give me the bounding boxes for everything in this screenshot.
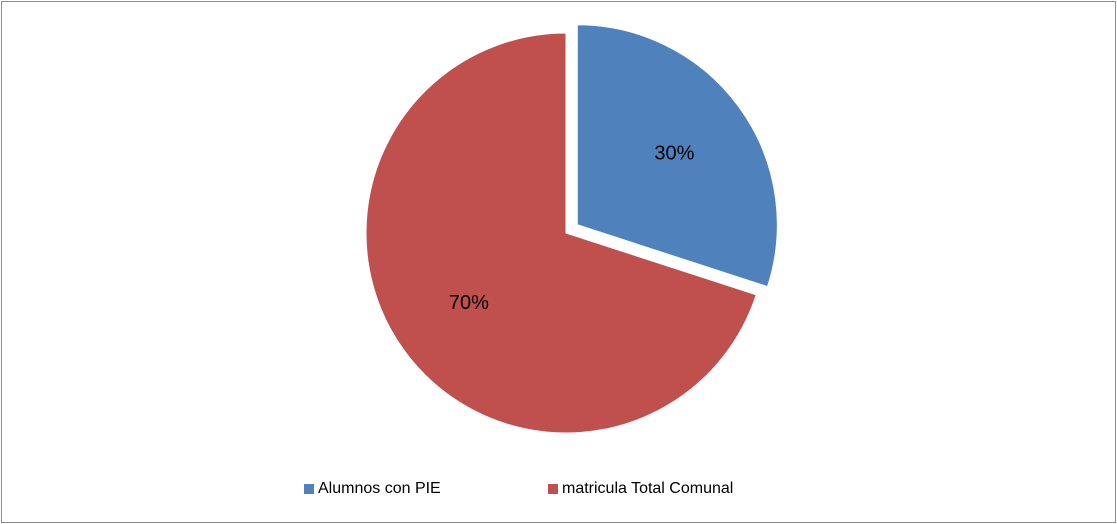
data-label: 70% — [449, 292, 489, 314]
legend-label: Alumnos con PIE — [318, 480, 441, 497]
legend-swatch — [548, 484, 558, 494]
pie-slice — [576, 24, 778, 288]
pie-slice — [365, 32, 757, 434]
legend-label: matricula Total Comunal — [562, 480, 733, 497]
legend-swatch — [304, 484, 314, 494]
data-label: 30% — [654, 143, 694, 165]
